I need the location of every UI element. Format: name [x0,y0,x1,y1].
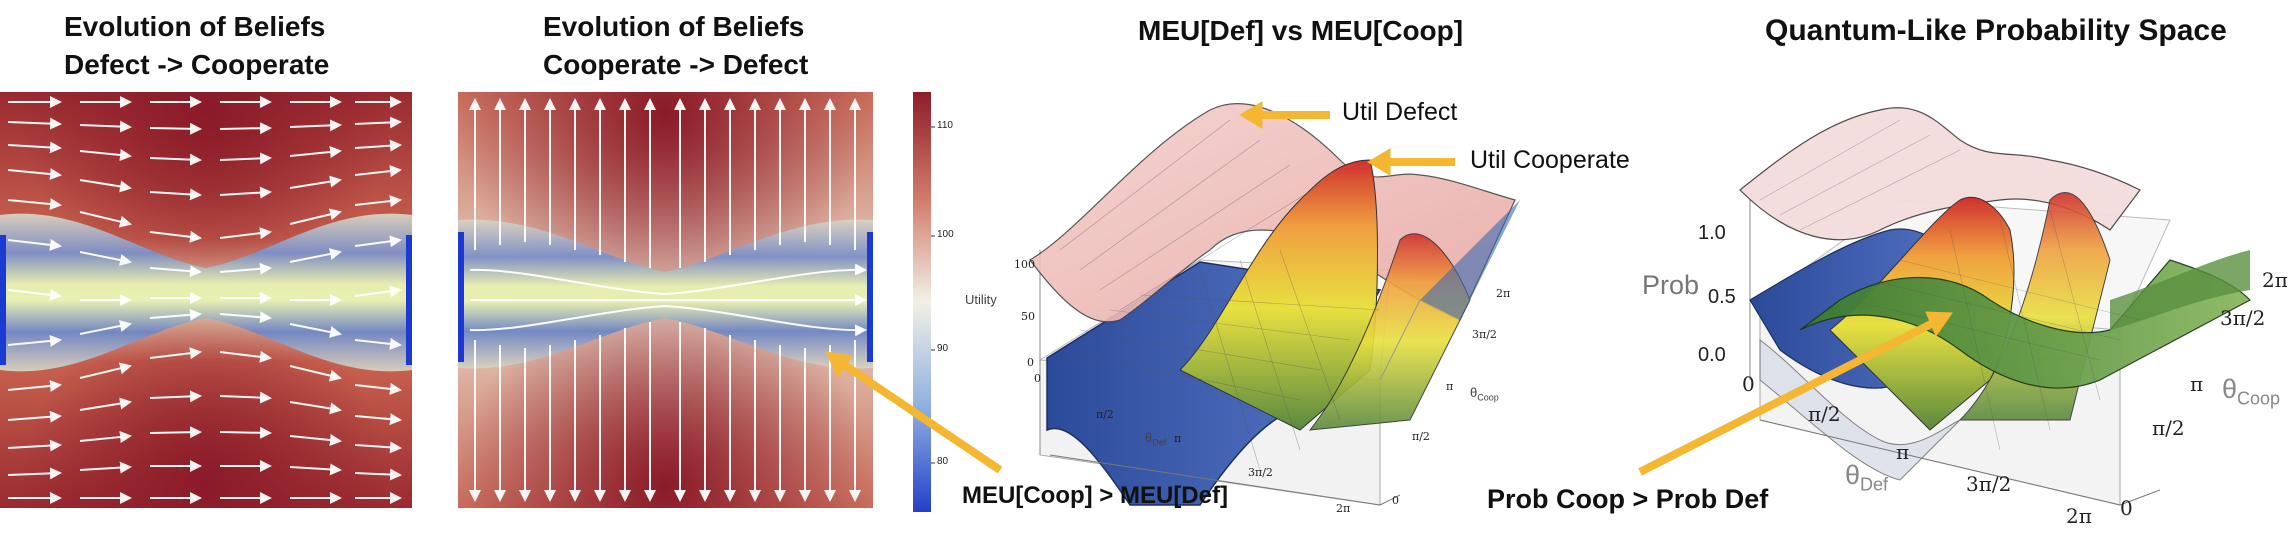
panel1-field [0,92,412,508]
panel3-z-tick-50: 50 [1021,310,1035,323]
panel3-surface [1029,103,1520,506]
panel3-y-label-main: θ [1470,385,1478,400]
panel3-y-label: θCoop [1470,385,1499,403]
panel4-x-tick-2pi: 2π [2066,504,2092,528]
panel3-y-tick-pi2: π/2 [1412,430,1430,443]
panel3-y-tick-3pi2: 3π/2 [1472,328,1497,341]
prob-compare-label: Prob Coop > Prob Def [1487,484,1769,514]
util-cooperate-label: Util Cooperate [1470,146,1630,174]
panel4-x-tick-3pi2: 3π/2 [1966,472,2012,496]
colorbar-tick-90: 90 [937,343,949,354]
panel4-x-label: θDef [1845,460,1888,495]
panel1-title: Evolution of Beliefs Defect -> Cooperate [64,8,329,84]
colorbar [913,92,935,512]
panel1-title-line2: Defect -> Cooperate [64,49,330,80]
panel3-x-tick-3pi2: 3π/2 [1248,466,1273,479]
meu-compare-label: MEU[Coop] > MEU[Def] [962,482,1228,509]
panel2-streamlines [469,98,867,502]
panel4-y-tick-pi: π [2190,372,2204,396]
panel1-title-line1: Evolution of Beliefs [64,11,326,42]
colorbar-tick-100: 100 [937,229,954,240]
panel3-x-tick-0: 0 [1034,372,1041,385]
panel3-y-tick-2pi: 2π [1496,287,1511,300]
panel3-z-tick-0: 0 [1027,356,1034,369]
colorbar-tick-80: 80 [937,456,949,467]
panel2-title-line2: Cooperate -> Defect [543,49,809,80]
panel4-y-tick-0: 0 [2120,496,2133,520]
panel4-x-tick-pi: π [1896,440,1910,464]
panel3-x-label-main: θ [1145,430,1153,445]
panel3-x-label-sub: Def [1152,437,1167,448]
colorbar-tick-110: 110 [937,120,953,131]
panel4-y-label: θCoop [2222,374,2280,409]
panel4-title: Quantum-Like Probability Space [1765,14,2227,47]
panel4-y-label-main: θ [2222,374,2238,404]
panel3-z-tick-100: 100 [1014,258,1035,271]
panel3-x-tick-pi2: π/2 [1096,408,1114,421]
panel4-surface [1739,107,2251,506]
panel4-x-label-main: θ [1845,460,1861,490]
panel3-arrows [825,101,1455,474]
panel2-title-line1: Evolution of Beliefs [543,11,805,42]
panel3-y-tick-0: 0 [1392,494,1399,507]
panel3-x-tick-pi: π [1174,432,1182,445]
panel4-y-tick-2pi: 2π [2262,268,2288,292]
panel2-field [458,92,873,508]
panel4-z-tick-05: 0.5 [1708,286,1736,308]
panel4-y-label-sub: Coop [2237,388,2281,409]
panel1-streamlines [7,96,402,504]
panel4-x-tick-0: 0 [1742,372,1755,396]
panel3-x-tick-2pi: 2π [1336,502,1351,515]
panel4-z-tick-1: 1.0 [1698,222,1726,244]
panel4-x-label-sub: Def [1860,474,1889,495]
panel3-title: MEU[Def] vs MEU[Coop] [1138,15,1464,46]
panel3-z-label: Utility [965,292,997,307]
panel3-y-tick-pi: π [1446,380,1454,393]
panel3-x-label: θDef [1145,430,1166,448]
panel4-z-tick-0: 0.0 [1698,344,1726,366]
panel4-x-tick-pi2: π/2 [1808,402,1841,426]
util-defect-label: Util Defect [1342,98,1458,126]
panel4-y-tick-3pi2: 3π/2 [2220,306,2266,330]
panel4-z-label: Prob [1642,270,1700,300]
panel4-y-tick-pi2: π/2 [2152,416,2185,440]
panel3-y-label-sub: Coop [1477,392,1499,403]
panel2-title: Evolution of Beliefs Cooperate -> Defect [543,8,808,84]
